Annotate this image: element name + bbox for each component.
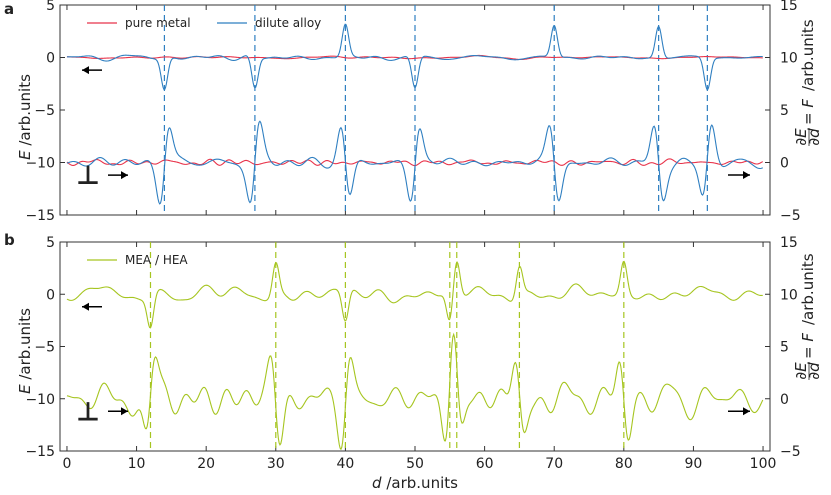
ylabel-right-unit: /arb.units xyxy=(799,253,817,325)
ylabel-right-a: ∂E ∂d = F /arb.units xyxy=(792,19,823,146)
series-mea-hea-force xyxy=(66,332,764,451)
y-tick-label-right: 5 xyxy=(780,340,789,356)
y-tick-label-right: 5 xyxy=(780,103,789,119)
y-tick-label-left: −10 xyxy=(25,392,55,408)
y-tick-label-left: −10 xyxy=(25,156,55,172)
arrow-right-axis-head xyxy=(743,171,750,179)
arrow-left-axis-head xyxy=(82,66,89,75)
xlabel: d /arb.units xyxy=(372,474,458,492)
y-tick-label-left: −15 xyxy=(25,208,55,224)
y-tick-label-left: 0 xyxy=(46,51,55,67)
ylabel-left-a: E /arb.units xyxy=(16,74,34,160)
x-tick-label: 90 xyxy=(685,456,703,472)
dislocation-symbol: ⊥ xyxy=(76,161,100,191)
y-tick-label-right: 15 xyxy=(780,0,798,14)
plot-frame xyxy=(59,241,771,452)
x-tick-label: 0 xyxy=(62,456,71,472)
panel-a: −15 −10 −5 0 5 −5 0 5 10 15 pure metal dilute alloy… xyxy=(25,0,800,224)
x-tick-label: 10 xyxy=(128,456,146,472)
y-tick-label-right: 10 xyxy=(780,287,798,303)
y-tick-label-right: −5 xyxy=(780,444,801,460)
x-tick-label: 100 xyxy=(750,456,777,472)
legend-label: MEA / HEA xyxy=(125,253,188,267)
ylabel-right-unit: /arb.units xyxy=(799,19,817,91)
ylabel-right-den: ∂d xyxy=(805,362,823,380)
dislocation-symbol: ⊥ xyxy=(76,397,100,427)
legend-label: dilute alloy xyxy=(255,16,321,30)
y-tick-label-right: −5 xyxy=(780,208,801,224)
arrow-right-axis-dislocation-head xyxy=(121,171,128,180)
ylabel-right-rest: = F xyxy=(799,333,817,359)
panel-letter-b: b xyxy=(4,231,15,249)
y-tick-label-right: 0 xyxy=(780,392,789,408)
panel-letter-a: a xyxy=(4,0,14,18)
arrow-left-axis-head xyxy=(82,302,89,311)
legend-label: pure metal xyxy=(125,16,191,30)
y-tick-label-left: −15 xyxy=(25,444,55,460)
y-tick-label-left: 5 xyxy=(46,0,55,14)
y-tick-label-right: 0 xyxy=(780,156,789,172)
series-mea-hea-energy xyxy=(66,260,763,329)
x-tick-label: 30 xyxy=(267,456,285,472)
arrow-right-axis-dislocation-head xyxy=(121,407,128,416)
arrow-right-axis-head xyxy=(743,407,750,416)
y-tick-label-left: −5 xyxy=(34,103,55,119)
ylabel-right-den: ∂d xyxy=(805,128,823,146)
x-tick-label: 50 xyxy=(406,456,424,472)
x-tick-label: 80 xyxy=(615,456,633,472)
y-tick-label-left: 5 xyxy=(46,235,55,251)
ylabel-right-b: ∂E ∂d = F /arb.units xyxy=(792,253,823,380)
x-tick-label: 70 xyxy=(545,456,563,472)
y-tick-label-right: 15 xyxy=(780,235,798,251)
x-tick-label: 40 xyxy=(336,456,354,472)
panel-b: 0 10 20 30 40 50 60 70 80 90 100 −15 −10 −5 0 5 −5 0 5 10 15… xyxy=(25,235,800,472)
y-tick-label-left: 0 xyxy=(46,287,55,303)
y-tick-label-left: −5 xyxy=(34,340,55,356)
ylabel-left-b: E /arb.units xyxy=(16,308,34,394)
x-tick-label: 60 xyxy=(476,456,494,472)
y-tick-label-right: 10 xyxy=(780,51,798,67)
series-dilute-alloy-energy xyxy=(66,23,763,91)
x-tick-label: 20 xyxy=(197,456,215,472)
ylabel-right-num: ∂E xyxy=(792,362,810,380)
ylabel-right-num: ∂E xyxy=(792,128,810,146)
series-dilute-alloy-force xyxy=(66,120,763,205)
ylabel-right-rest: = F xyxy=(799,99,817,125)
